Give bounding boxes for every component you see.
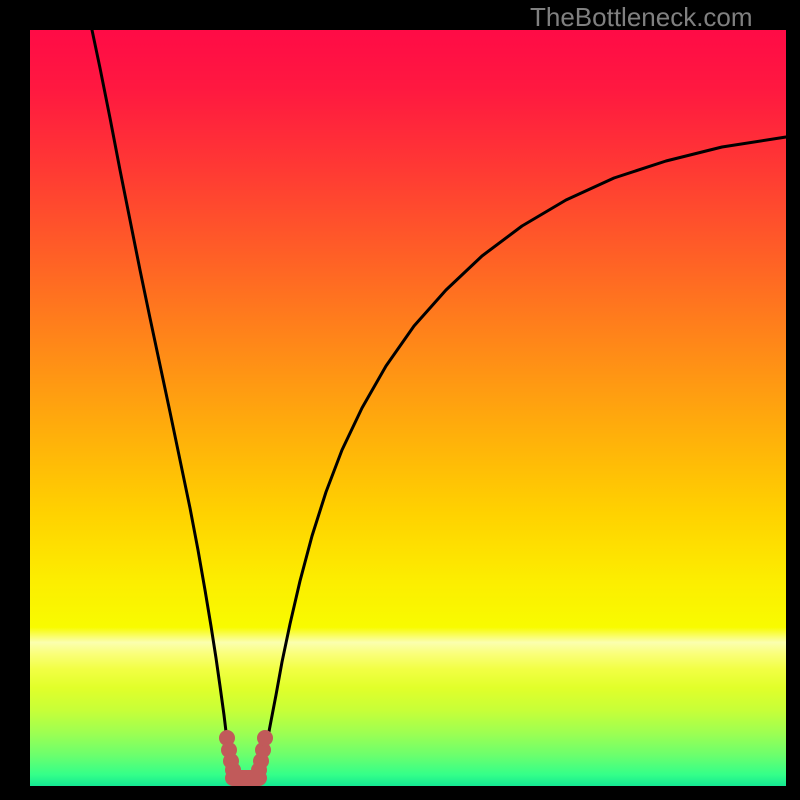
watermark-text: TheBottleneck.com: [530, 2, 753, 33]
marker-dot: [257, 730, 273, 746]
plot-background: [30, 30, 786, 786]
chart-container: { "watermark": { "text": "TheBottleneck.…: [0, 0, 800, 800]
plot-surface: [0, 0, 800, 800]
